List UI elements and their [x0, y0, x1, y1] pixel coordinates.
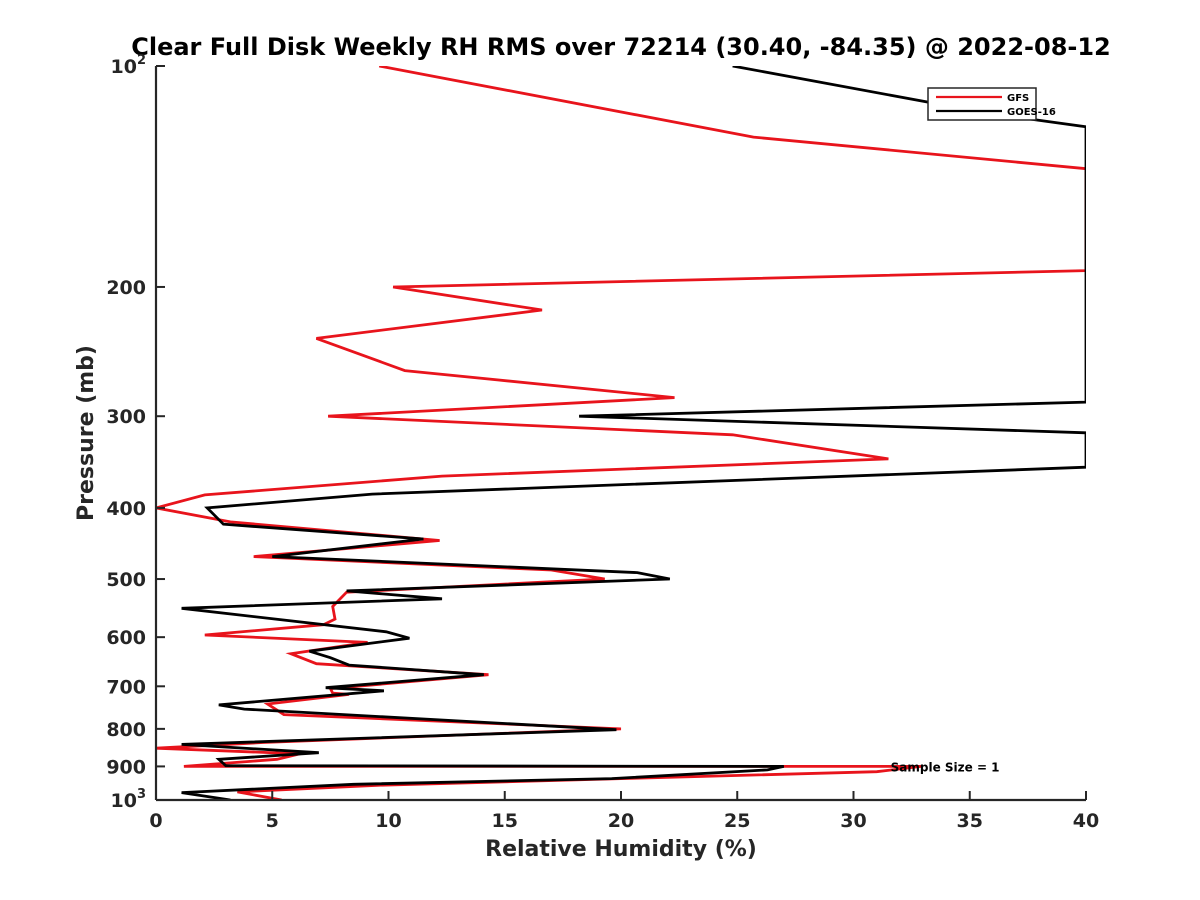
x-tick-label: 15: [492, 810, 518, 832]
series-layer: [156, 66, 1086, 800]
series-line-gfs: [156, 66, 1086, 800]
y-tick-label: 200: [106, 277, 146, 299]
legend: GFS GOES-16: [927, 87, 1056, 121]
x-tick-label: 20: [608, 810, 634, 832]
y-ticks: 102 200 300 400 500 600 700 800 900 103: [106, 53, 165, 812]
x-tick-label: 10: [375, 810, 401, 832]
plot-background: [156, 66, 1086, 800]
plot-area: 0 5 10 15 20 25 30 35 40 102 200 300 400 500 600 700 80…: [106, 53, 1099, 832]
y-tick-label: 300: [106, 406, 146, 428]
x-tick-label: 30: [840, 810, 866, 832]
y-axis-label: Pressure (mb): [74, 345, 99, 521]
x-tick-label: 25: [724, 810, 750, 832]
legend-label-goes16: GOES-16: [1007, 107, 1056, 118]
sample-size-annotation: Sample Size = 1: [891, 760, 1000, 774]
chart-title: Clear Full Disk Weekly RH RMS over 72214…: [131, 33, 1111, 61]
y-tick-label: 103: [111, 787, 147, 812]
x-tick-label: 0: [149, 810, 162, 832]
y-tick-label: 800: [106, 719, 146, 741]
x-tick-label: 35: [957, 810, 983, 832]
y-tick-label: 600: [106, 627, 146, 649]
x-tick-label: 40: [1073, 810, 1099, 832]
y-tick-label: 700: [106, 676, 146, 698]
y-tick-label: 500: [106, 569, 146, 591]
y-tick-label: 102: [111, 53, 147, 78]
legend-label-gfs: GFS: [1007, 93, 1029, 104]
x-ticks: 0 5 10 15 20 25 30 35 40: [149, 791, 1099, 832]
x-tick-label: 5: [266, 810, 279, 832]
x-axis-label: Relative Humidity (%): [485, 837, 757, 862]
y-tick-label: 900: [106, 756, 146, 778]
series-line-goes16: [181, 66, 1086, 800]
y-tick-label: 400: [106, 498, 146, 520]
legend-box: [927, 87, 1037, 121]
